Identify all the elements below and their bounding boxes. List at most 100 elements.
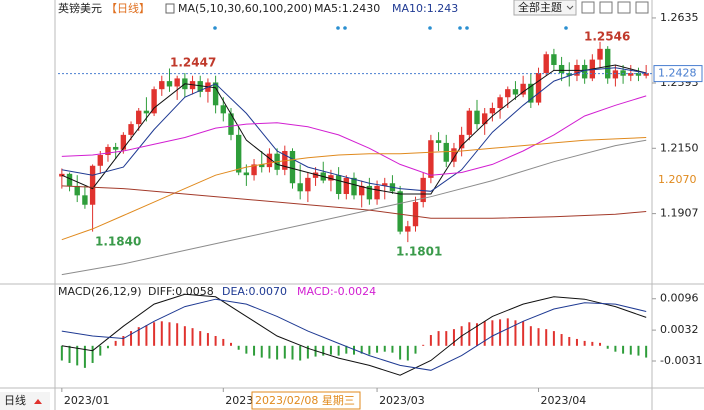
candle-body <box>82 195 88 205</box>
candle-body <box>558 64 565 74</box>
candle-body <box>89 165 96 205</box>
candle-body <box>366 185 373 200</box>
y-tick-label: 1.2150 <box>660 141 699 154</box>
candle-body <box>105 146 111 156</box>
theme-button-label[interactable]: 全部主题 <box>518 0 562 14</box>
indicator-line <box>61 67 647 192</box>
candle-body <box>143 110 150 114</box>
candle-body <box>358 185 365 196</box>
indicator-line <box>61 95 647 176</box>
candle-body <box>297 183 303 192</box>
candle-body <box>97 155 103 166</box>
candle-body <box>482 113 488 125</box>
y-tick-label: 1.2635 <box>660 11 699 24</box>
side-label: 1.2070 <box>658 173 697 186</box>
macd-value: MACD:-0.0024 <box>297 285 376 298</box>
candle-body <box>505 89 511 98</box>
y-tick-label: 1.1907 <box>660 207 699 220</box>
candle-body <box>543 54 549 74</box>
candle-body <box>382 183 388 186</box>
candle-body <box>374 185 380 200</box>
x-tick-label: 2023/04 <box>541 394 587 407</box>
macd-value: DIFF:0.0058 <box>148 285 214 298</box>
candle-body <box>412 202 419 227</box>
candle-body <box>128 124 134 135</box>
chart-title: 英镑美元 <box>58 1 102 15</box>
candle-body <box>443 142 449 162</box>
signal-dots <box>213 26 568 30</box>
candle-body <box>266 153 273 168</box>
candle-body <box>166 81 173 87</box>
candle-body <box>397 191 403 232</box>
candle-body <box>243 172 250 176</box>
x-tick-label: 2023/01 <box>64 394 110 407</box>
candle-body <box>497 97 503 108</box>
period-tab[interactable] <box>0 392 50 410</box>
price-annotation: 1.2546 <box>584 30 630 44</box>
indicator-value: MA5:1.2430 <box>314 2 380 15</box>
period-label[interactable]: 【日线】 <box>106 1 150 15</box>
y-tick-label: -0.0031 <box>660 354 702 367</box>
theme-button[interactable] <box>513 0 577 16</box>
indicator-value: MA10:1.243 <box>392 2 458 15</box>
candle-body <box>458 134 465 149</box>
candle-body <box>535 73 542 103</box>
candle-body <box>581 64 588 79</box>
settings-icon[interactable] <box>165 3 175 14</box>
candle-body <box>605 48 611 79</box>
tab-arrow <box>34 399 42 404</box>
candle-body <box>628 73 634 76</box>
price-annotation: 1.1801 <box>396 245 442 259</box>
candle-body <box>635 73 642 76</box>
period-tab-label[interactable]: 日线 <box>4 393 26 407</box>
crosshair-box <box>251 391 361 410</box>
indicator-line <box>61 298 647 371</box>
candle-body <box>328 175 334 181</box>
price-annotation: 1.1840 <box>95 235 141 249</box>
candle-body <box>251 164 257 176</box>
macd-title: MACD(26,12,9) <box>58 285 142 298</box>
indicator-label: MA(5,10,30,60,100,200) <box>178 2 312 15</box>
candle-body <box>643 73 649 76</box>
candle-body <box>528 83 534 103</box>
candle-body <box>112 146 119 150</box>
crosshair-label: 2023/02/08 星期三 <box>255 394 355 407</box>
candle-body <box>566 73 572 76</box>
candle-body <box>620 70 626 76</box>
candle-body <box>305 177 311 192</box>
candle-body <box>228 113 234 135</box>
candle-body <box>512 89 519 95</box>
candle-body <box>120 134 127 150</box>
candle-body <box>405 226 411 232</box>
candle-body <box>489 107 496 114</box>
candle-body <box>551 54 557 65</box>
x-tick-label: 2023/03 <box>379 394 425 407</box>
y-tick-label: 0.0096 <box>660 292 699 305</box>
toolbar-icons[interactable] <box>581 1 649 14</box>
candle-body <box>66 173 73 186</box>
last-price-box <box>653 65 703 83</box>
macd-value: DEA:0.0070 <box>222 285 287 298</box>
candle-body <box>235 134 242 173</box>
price-annotation: 1.2447 <box>170 56 216 70</box>
candle-body <box>612 70 619 79</box>
candle-body <box>335 175 342 194</box>
indicator-line <box>61 293 647 376</box>
candle-body <box>466 110 473 135</box>
candle-body <box>174 78 180 87</box>
candle-body <box>420 177 426 203</box>
candle-body <box>220 105 226 114</box>
candle-body <box>351 177 357 196</box>
indicator-line <box>61 137 647 241</box>
candle-body <box>597 48 603 60</box>
candle-body <box>343 177 350 194</box>
indicator-line <box>61 64 647 195</box>
dropdown-icon <box>566 5 574 10</box>
candle-body <box>474 110 480 125</box>
indicator-line <box>61 185 647 219</box>
candle-body <box>197 81 203 92</box>
candle-body <box>136 110 142 125</box>
candle-body <box>435 140 442 143</box>
last-price-label: 1.2428 <box>658 67 697 80</box>
